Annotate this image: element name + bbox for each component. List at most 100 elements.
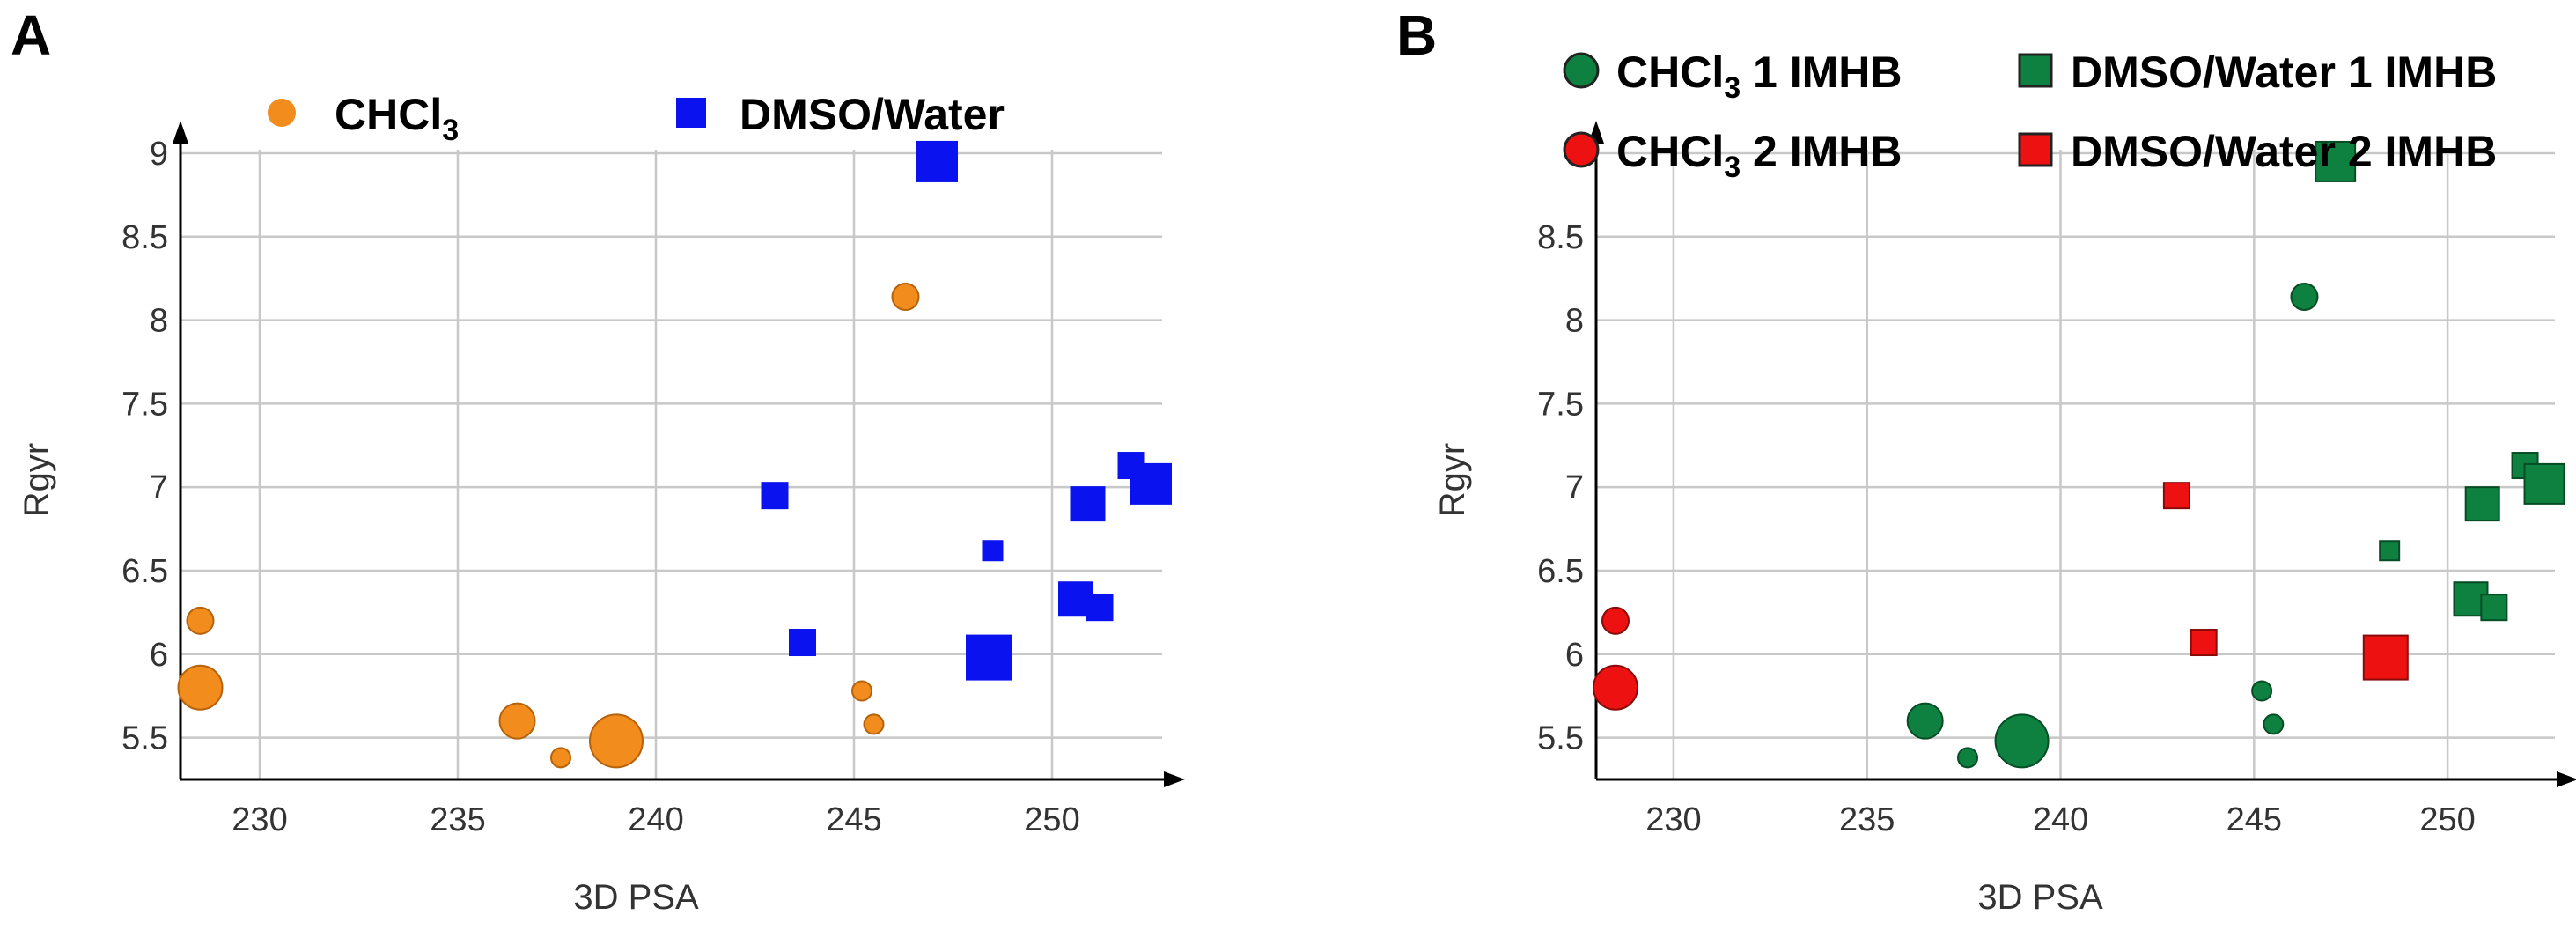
data-point-square: [916, 140, 958, 182]
legend-label-text: DMSO/Water: [740, 90, 1005, 139]
data-point-circle: [1906, 702, 1944, 740]
y-tick-label: 7.5: [1537, 386, 1584, 423]
y-tick-label: 9: [150, 136, 168, 173]
x-tick-label: 250: [2419, 801, 2475, 838]
panel-label: B: [1396, 4, 1437, 67]
series-dmso-water-2-imhb: [2162, 482, 2409, 681]
data-point-circle: [498, 702, 536, 740]
legend-label-subscript: 3: [1724, 71, 1741, 105]
data-point-square: [2379, 540, 2401, 562]
data-point-circle: [2263, 713, 2285, 735]
y-tick-label: 8.5: [121, 219, 168, 256]
legend-label: DMSO/Water: [740, 90, 1005, 139]
data-point-square: [2362, 634, 2409, 681]
legend-label-text: DMSO/Water 2 IMHB: [2071, 127, 2497, 176]
x-axis-title: 3D PSA: [573, 878, 699, 917]
legend-marker-circle: [268, 99, 296, 127]
data-point-square: [789, 629, 816, 657]
data-point-square: [2464, 486, 2500, 522]
x-axis-title: 3D PSA: [1977, 878, 2103, 917]
legend-label-text: CHCl: [1616, 127, 1724, 176]
x-tick-label: 245: [826, 801, 881, 838]
y-axis-title: Rgyr: [1433, 443, 1472, 517]
data-point-circle: [550, 747, 571, 769]
legend-label-text: CHCl: [335, 90, 442, 139]
legend-label-suffix: 1 IMHB: [1741, 48, 1902, 97]
legend-marker-circle: [1563, 52, 1600, 89]
data-point-circle: [1601, 606, 1630, 635]
y-tick-label: 6: [1565, 637, 1584, 674]
panel-label: A: [11, 4, 51, 67]
data-point-circle: [851, 680, 872, 702]
series-dmso-water: [761, 140, 1172, 681]
chart-panel-a: A 230 235 240 245 250 5.5 6 6.5 7 7.5 8 8.5 9 3D PSA Rg…: [11, 4, 1185, 917]
legend-label-subscript: 3: [442, 114, 459, 147]
y-tick-label: 8.5: [1537, 219, 1584, 256]
legend-label: CHCl3: [335, 90, 459, 147]
y-axis-title: Rgyr: [18, 443, 56, 517]
x-tick-label: 235: [430, 801, 485, 838]
data-point-circle: [891, 283, 920, 312]
y-tick-label: 7.5: [121, 386, 168, 423]
legend-label-subscript: 3: [1724, 151, 1741, 184]
x-axis-arrowhead: [2557, 771, 2576, 787]
legend-item: CHCl3 2 IMHB: [1563, 127, 1903, 184]
data-point-circle: [177, 664, 224, 711]
legend-label-text: CHCl: [1616, 48, 1724, 97]
x-tick-label: 240: [2033, 801, 2088, 838]
data-point-square: [2523, 462, 2565, 505]
data-point-circle: [1994, 713, 2050, 769]
y-tick-label: 5.5: [1537, 720, 1584, 757]
gridlines: [180, 150, 1162, 779]
data-point-square: [1070, 486, 1106, 522]
y-tick-label: 8: [150, 303, 168, 340]
legend-item: DMSO/Water: [676, 90, 1005, 139]
data-point-circle: [863, 713, 885, 735]
data-point-square: [1130, 462, 1172, 505]
data-point-circle: [589, 713, 644, 769]
y-tick-label: 6.5: [1537, 553, 1584, 590]
y-tick-label: 7: [1565, 469, 1584, 506]
series-chcl3-2-imhb: [1592, 606, 1638, 711]
legend-label-suffix: 2 IMHB: [1741, 127, 1902, 176]
legend-marker-square: [2018, 132, 2053, 167]
legend-label: DMSO/Water 1 IMHB: [2071, 48, 2497, 97]
gridlines: [1596, 150, 2555, 779]
data-point-circle: [186, 606, 215, 635]
x-tick-label: 245: [2226, 801, 2282, 838]
data-point-square: [761, 482, 789, 510]
legend: CHCl3 DMSO/Water: [268, 90, 1005, 147]
y-tick-label: 8: [1565, 303, 1584, 340]
data-point-square: [2480, 594, 2508, 622]
legend-label-text: DMSO/Water 1 IMHB: [2071, 48, 2497, 97]
data-point-circle: [2290, 283, 2319, 312]
x-tick-label: 250: [1024, 801, 1079, 838]
y-tick-label: 7: [150, 469, 168, 506]
legend-label: CHCl3 1 IMHB: [1616, 48, 1903, 105]
x-tick-label: 230: [1645, 801, 1701, 838]
legend-marker-square: [676, 98, 706, 128]
legend-label: DMSO/Water 2 IMHB: [2071, 127, 2497, 176]
legend-item: CHCl3: [268, 90, 459, 147]
data-point-square: [2315, 140, 2357, 182]
data-point-circle: [2251, 680, 2273, 702]
x-tick-label: 230: [232, 801, 287, 838]
x-axis-arrowhead: [1164, 771, 1185, 787]
series-dmso-water-1-imhb: [2315, 140, 2565, 622]
data-point-square: [2162, 482, 2190, 510]
y-tick-label: 6: [150, 637, 168, 674]
y-tick-label: 6.5: [121, 553, 168, 590]
y-axis-arrowhead: [173, 121, 188, 144]
series-chcl3: [177, 283, 920, 769]
legend-marker-circle: [1563, 131, 1600, 168]
legend-item: CHCl3 1 IMHB: [1563, 48, 1903, 105]
series-chcl3-1-imhb: [1906, 283, 2319, 769]
data-point-circle: [1957, 747, 1979, 769]
y-tick-label: 5.5: [121, 720, 168, 757]
x-tick-label: 240: [628, 801, 683, 838]
legend-label: CHCl3 2 IMHB: [1616, 127, 1903, 184]
legend-item: DMSO/Water 1 IMHB: [2018, 48, 2497, 97]
legend-marker-square: [2018, 53, 2053, 88]
